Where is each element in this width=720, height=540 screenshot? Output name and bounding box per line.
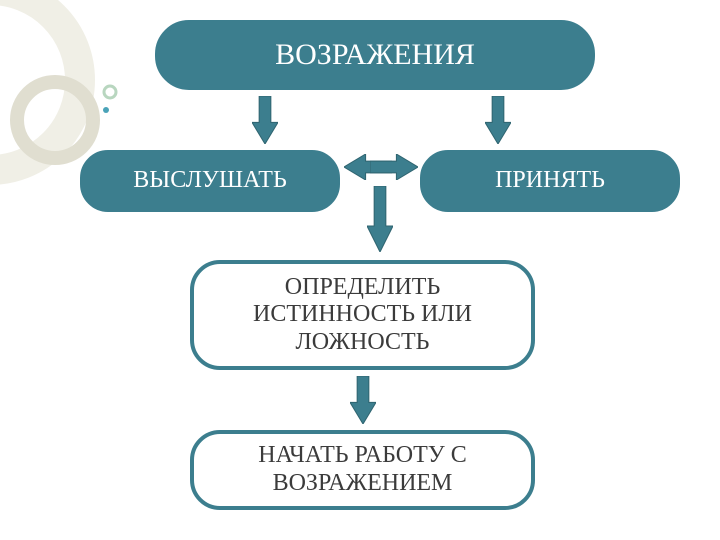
arrow-down-icon [252, 96, 278, 144]
node-label: ВЫСЛУШАТЬ [133, 167, 287, 195]
node-label: НАЧАТЬ РАБОТУ С ВОЗРАЖЕНИЕМ [204, 442, 521, 497]
node-objections: ВОЗРАЖЕНИЯ [155, 20, 595, 90]
arrow-down-icon [367, 186, 393, 252]
node-label: ОПРЕДЕЛИТЬ ИСТИННОСТЬ ИЛИ ЛОЖНОСТЬ [204, 274, 521, 357]
arrow-down-icon [350, 376, 376, 424]
node-start-work: НАЧАТЬ РАБОТУ С ВОЗРАЖЕНИЕМ [190, 430, 535, 510]
node-listen: ВЫСЛУШАТЬ [80, 150, 340, 212]
node-label: ПРИНЯТЬ [495, 167, 605, 195]
node-accept: ПРИНЯТЬ [420, 150, 680, 212]
arrow-down-icon [485, 96, 511, 144]
node-label: ВОЗРАЖЕНИЯ [275, 38, 475, 73]
node-determine-truth: ОПРЕДЕЛИТЬ ИСТИННОСТЬ ИЛИ ЛОЖНОСТЬ [190, 260, 535, 370]
arrow-right-icon [370, 154, 418, 180]
